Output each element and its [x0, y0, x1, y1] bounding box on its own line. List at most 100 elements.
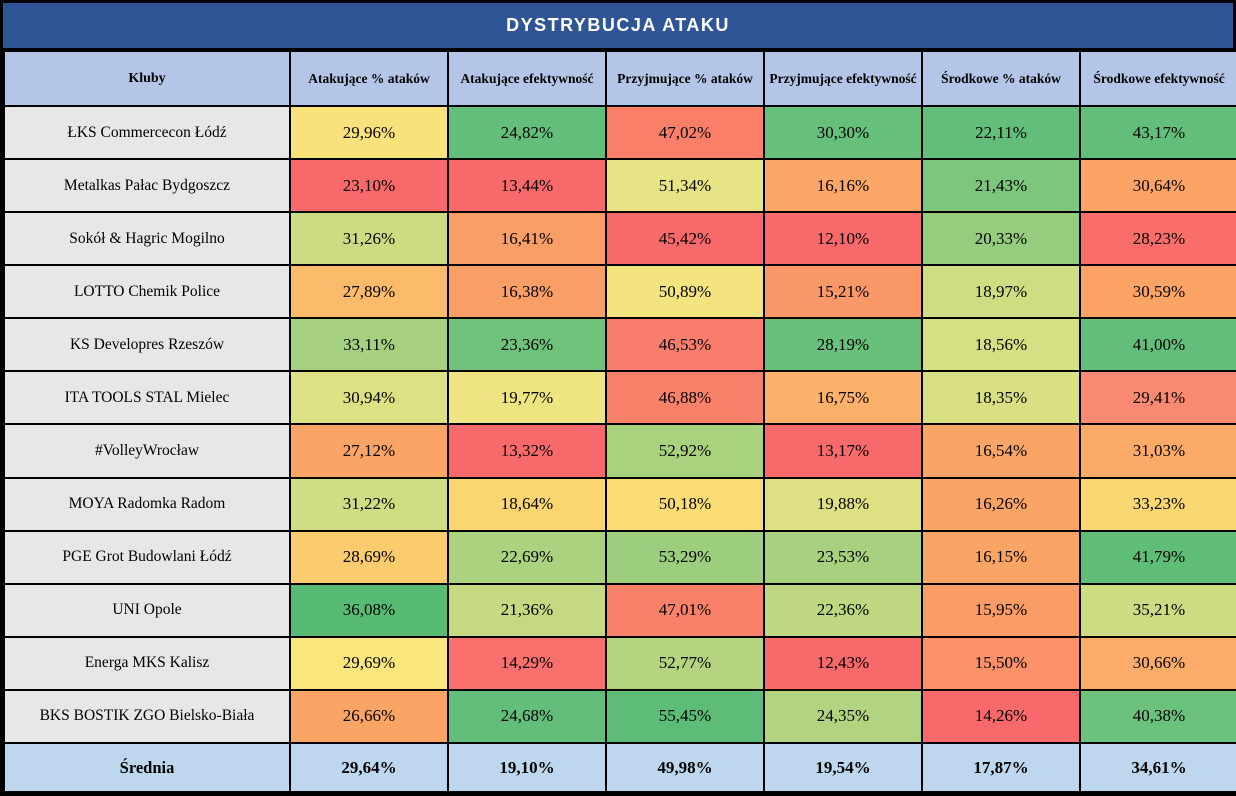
value-cell: 30,64%: [1079, 158, 1236, 214]
value-cell: 21,43%: [921, 158, 1081, 214]
value-cell: 52,77%: [605, 635, 765, 691]
value-cell: 19,77%: [447, 370, 607, 426]
value-cell: 16,26%: [921, 476, 1081, 532]
average-value-cell: 19,54%: [763, 742, 923, 793]
value-cell: 46,88%: [605, 370, 765, 426]
club-name: ITA TOOLS STAL Mielec: [3, 370, 291, 426]
value-cell: 28,69%: [289, 529, 449, 585]
table-row: ITA TOOLS STAL Mielec 30,94% 19,77% 46,88% 1…: [3, 370, 1236, 426]
value-cell: 20,33%: [921, 211, 1081, 267]
page-title: DYSTRYBUCJA ATAKU: [3, 3, 1233, 50]
table-row: PGE Grot Budowlani Łódź 28,69% 22,69% 53,29…: [3, 529, 1236, 585]
value-cell: 18,35%: [921, 370, 1081, 426]
value-cell: 22,36%: [763, 582, 923, 638]
value-cell: 53,29%: [605, 529, 765, 585]
value-cell: 13,17%: [763, 423, 923, 479]
value-cell: 55,45%: [605, 688, 765, 745]
table-row: KS Developres Rzeszów 33,11% 23,36% 46,53% 2…: [3, 317, 1236, 373]
value-cell: 51,34%: [605, 158, 765, 214]
value-cell: 13,44%: [447, 158, 607, 214]
value-cell: 16,41%: [447, 211, 607, 267]
table-row: Metalkas Pałac Bydgoszcz 23,10% 13,44% 51,3…: [3, 158, 1236, 214]
value-cell: 52,92%: [605, 423, 765, 479]
value-cell: 16,16%: [763, 158, 923, 214]
club-name: Energa MKS Kalisz: [3, 635, 291, 691]
table-row: #VolleyWrocław 27,12% 13,32% 52,92% 13,17% 16…: [3, 423, 1236, 479]
table-row: Sokół & Hagric Mogilno 31,26% 16,41% 45,42%…: [3, 211, 1236, 267]
club-name: ŁKS Commercecon Łódź: [3, 104, 291, 161]
value-cell: 46,53%: [605, 317, 765, 373]
table-body: ŁKS Commercecon Łódź 29,96% 24,82% 47,02% 30…: [3, 104, 1236, 745]
value-cell: 22,69%: [447, 529, 607, 585]
value-cell: 47,02%: [605, 104, 765, 161]
column-header-atakujace-procent: Atakujące % ataków: [289, 50, 449, 107]
column-header-srodkowe-efektywnosc: Środkowe efektywność: [1079, 50, 1236, 107]
header-row: Kluby Atakujące % ataków Atakujące efekt…: [3, 50, 1236, 107]
average-value-cell: 17,87%: [921, 742, 1081, 793]
column-header-przyjmujace-procent: Przyjmujące % ataków: [605, 50, 765, 107]
value-cell: 26,66%: [289, 688, 449, 745]
value-cell: 21,36%: [447, 582, 607, 638]
value-cell: 35,21%: [1079, 582, 1236, 638]
value-cell: 14,29%: [447, 635, 607, 691]
value-cell: 22,11%: [921, 104, 1081, 161]
value-cell: 31,03%: [1079, 423, 1236, 479]
value-cell: 16,38%: [447, 264, 607, 320]
value-cell: 13,32%: [447, 423, 607, 479]
value-cell: 24,68%: [447, 688, 607, 745]
table-row: LOTTO Chemik Police 27,89% 16,38% 50,89% 15,…: [3, 264, 1236, 320]
average-value-cell: 29,64%: [289, 742, 449, 793]
value-cell: 30,30%: [763, 104, 923, 161]
value-cell: 31,22%: [289, 476, 449, 532]
value-cell: 29,41%: [1079, 370, 1236, 426]
value-cell: 16,15%: [921, 529, 1081, 585]
average-row: Średnia 29,64% 19,10% 49,98% 19,54% 17,87% 34…: [3, 742, 1236, 793]
table-row: Energa MKS Kalisz 29,69% 14,29% 52,77% 12,43…: [3, 635, 1236, 691]
value-cell: 41,79%: [1079, 529, 1236, 585]
value-cell: 28,23%: [1079, 211, 1236, 267]
club-name: Sokół & Hagric Mogilno: [3, 211, 291, 267]
value-cell: 24,35%: [763, 688, 923, 745]
value-cell: 30,66%: [1079, 635, 1236, 691]
value-cell: 31,26%: [289, 211, 449, 267]
value-cell: 14,26%: [921, 688, 1081, 745]
value-cell: 40,38%: [1079, 688, 1236, 745]
club-name: MOYA Radomka Radom: [3, 476, 291, 532]
value-cell: 23,36%: [447, 317, 607, 373]
value-cell: 28,19%: [763, 317, 923, 373]
column-header-kluby: Kluby: [3, 50, 291, 107]
value-cell: 45,42%: [605, 211, 765, 267]
value-cell: 12,10%: [763, 211, 923, 267]
club-name: KS Developres Rzeszów: [3, 317, 291, 373]
club-name: LOTTO Chemik Police: [3, 264, 291, 320]
value-cell: 15,50%: [921, 635, 1081, 691]
value-cell: 29,96%: [289, 104, 449, 161]
attack-distribution-table: Kluby Atakujące % ataków Atakujące efekt…: [3, 50, 1236, 793]
table-row: BKS BOSTIK ZGO Bielsko-Biała 26,66% 24,68%…: [3, 688, 1236, 745]
value-cell: 16,75%: [763, 370, 923, 426]
value-cell: 50,89%: [605, 264, 765, 320]
value-cell: 27,89%: [289, 264, 449, 320]
table-row: MOYA Radomka Radom 31,22% 18,64% 50,18% 19,8…: [3, 476, 1236, 532]
value-cell: 33,11%: [289, 317, 449, 373]
value-cell: 18,97%: [921, 264, 1081, 320]
value-cell: 36,08%: [289, 582, 449, 638]
value-cell: 29,69%: [289, 635, 449, 691]
column-header-srodkowe-procent: Środkowe % ataków: [921, 50, 1081, 107]
value-cell: 30,94%: [289, 370, 449, 426]
value-cell: 15,95%: [921, 582, 1081, 638]
value-cell: 24,82%: [447, 104, 607, 161]
table-row: ŁKS Commercecon Łódź 29,96% 24,82% 47,02% 30…: [3, 104, 1236, 161]
value-cell: 19,88%: [763, 476, 923, 532]
average-value-cell: 19,10%: [447, 742, 607, 793]
value-cell: 33,23%: [1079, 476, 1236, 532]
average-label: Średnia: [3, 742, 291, 793]
value-cell: 18,64%: [447, 476, 607, 532]
value-cell: 18,56%: [921, 317, 1081, 373]
column-header-przyjmujace-efektywnosc: Przyjmujące efektywność: [763, 50, 923, 107]
average-value-cell: 34,61%: [1079, 742, 1236, 793]
club-name: UNI Opole: [3, 582, 291, 638]
average-value-cell: 49,98%: [605, 742, 765, 793]
table-row: UNI Opole 36,08% 21,36% 47,01% 22,36% 15,95% 3…: [3, 582, 1236, 638]
